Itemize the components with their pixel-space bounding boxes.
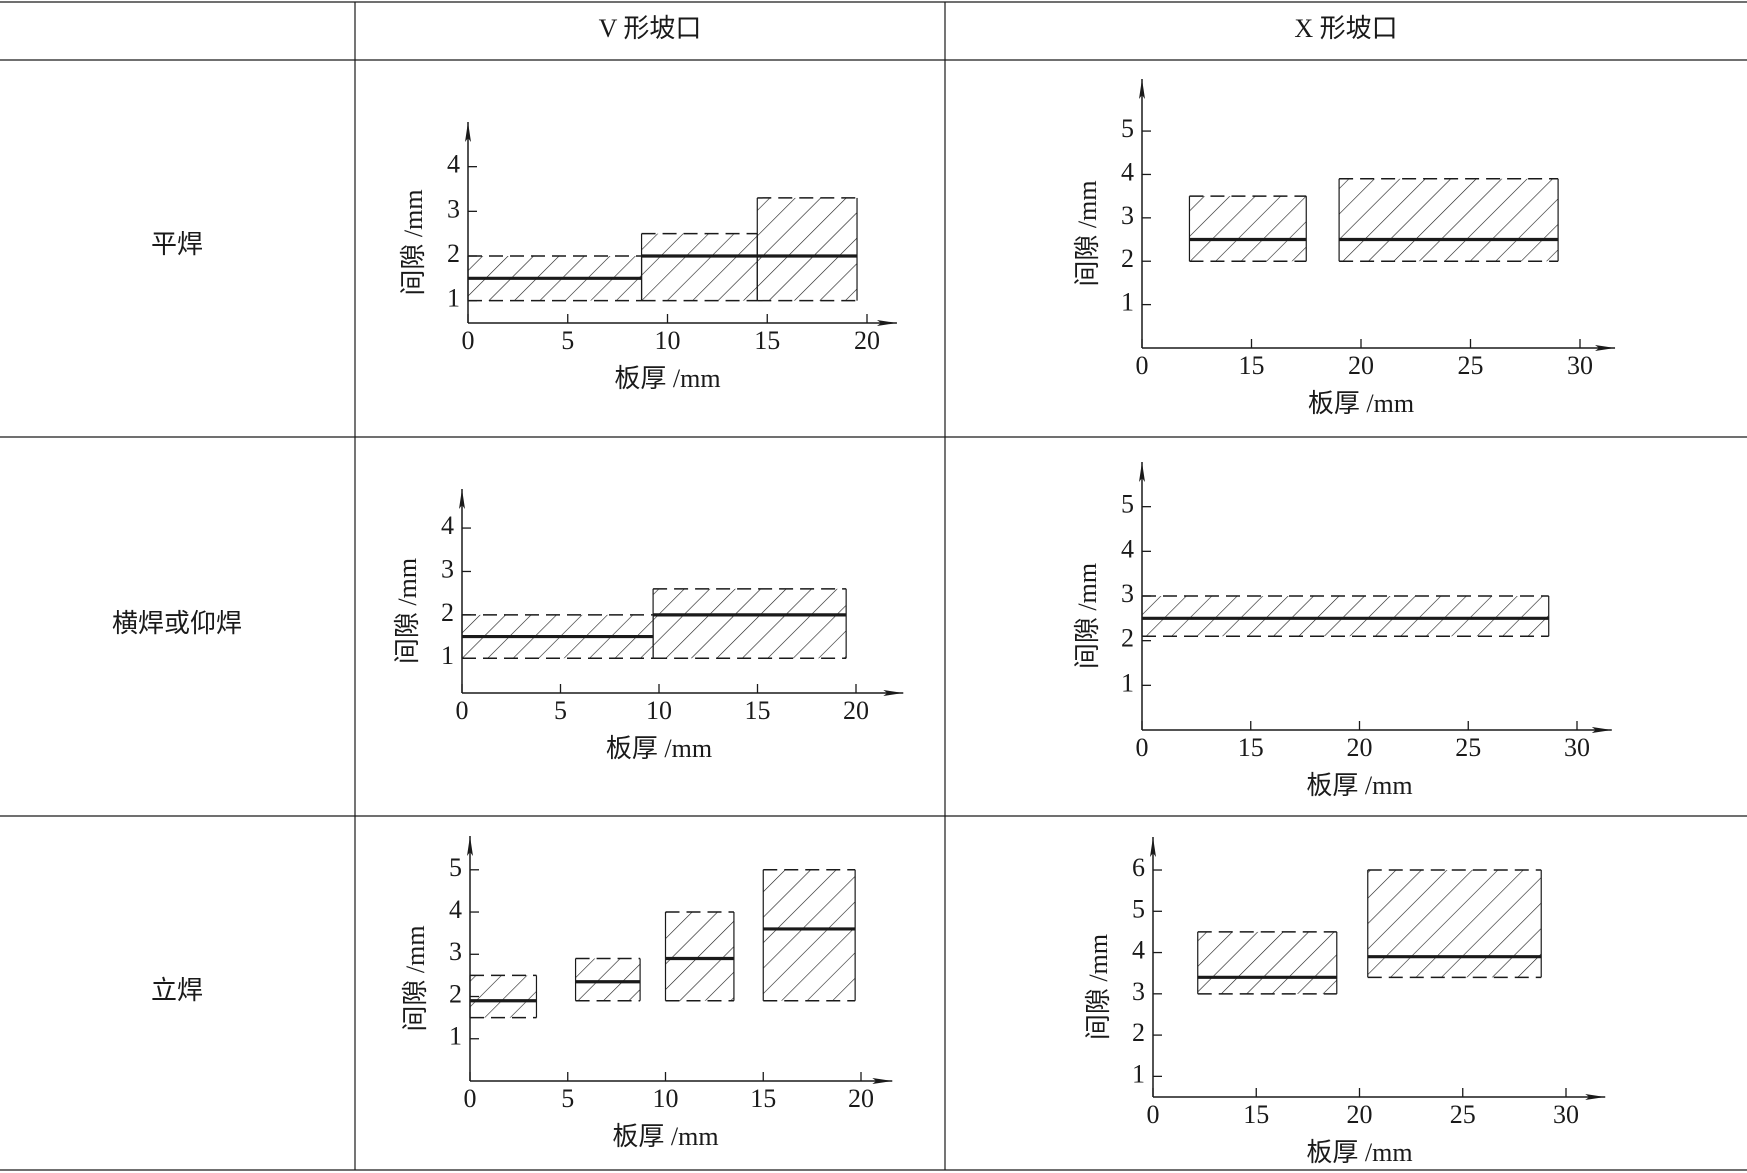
x-tick-label: 30 — [1564, 733, 1590, 762]
x-tick-label: 30 — [1553, 1100, 1579, 1129]
y-tick-label: 1 — [1121, 288, 1134, 317]
gap-range — [763, 869, 856, 1001]
gap-range — [665, 912, 734, 1001]
x-axis-label: 板厚 /mm — [614, 364, 720, 393]
row-header: 平焊 — [151, 230, 203, 259]
gap-range — [1197, 931, 1337, 994]
x-tick-label: 15 — [754, 326, 780, 355]
y-tick-label: 6 — [1132, 853, 1145, 882]
y-tick-label: 2 — [447, 239, 460, 268]
row-header: 立焊 — [151, 976, 203, 1005]
y-tick-label: 4 — [1132, 936, 1145, 965]
y-tick-label: 3 — [449, 937, 462, 966]
y-tick-label: 3 — [1121, 201, 1134, 230]
y-axis-label: 间隙 /mm — [1084, 934, 1113, 1040]
x-tick-label: 20 — [843, 696, 869, 725]
x-tick-label: 15 — [745, 696, 771, 725]
y-axis-label: 间隙 /mm — [401, 925, 430, 1031]
x-axis-label: 板厚 /mm — [1306, 1138, 1412, 1167]
x-tick-label: 20 — [1348, 351, 1374, 380]
gap-range — [575, 958, 641, 1001]
y-tick-label: 2 — [441, 598, 454, 627]
gap-range — [653, 588, 847, 659]
x-tick-label: 0 — [1136, 351, 1149, 380]
x-tick-label: 15 — [1238, 733, 1264, 762]
gap-range — [757, 197, 858, 301]
y-tick-label: 5 — [1132, 894, 1145, 923]
x-tick-label: 25 — [1458, 351, 1484, 380]
y-tick-label: 4 — [441, 511, 454, 540]
y-tick-label: 1 — [449, 1022, 462, 1051]
x-tick-label: 25 — [1455, 733, 1481, 762]
y-tick-label: 1 — [1121, 668, 1134, 697]
x-tick-label: 15 — [1239, 351, 1265, 380]
x-tick-label: 10 — [655, 326, 681, 355]
x-tick-label: 0 — [1147, 1100, 1160, 1129]
x-axis-label: 板厚 /mm — [612, 1122, 718, 1151]
y-tick-label: 2 — [449, 979, 462, 1008]
y-tick-label: 4 — [1121, 534, 1134, 563]
y-tick-label: 1 — [1132, 1059, 1145, 1088]
y-tick-label: 2 — [1121, 624, 1134, 653]
gap-range — [1339, 178, 1559, 262]
x-axis-label: 板厚 /mm — [606, 734, 712, 763]
y-axis-label: 间隙 /mm — [1073, 180, 1102, 286]
x-tick-label: 0 — [464, 1084, 477, 1113]
gap-range — [1189, 196, 1307, 262]
y-axis-label: 间隙 /mm — [393, 558, 422, 664]
y-tick-label: 5 — [449, 853, 462, 882]
x-tick-label: 30 — [1567, 351, 1593, 380]
x-tick-label: 5 — [554, 696, 567, 725]
y-axis-label: 间隙 /mm — [399, 189, 428, 295]
x-tick-label: 0 — [456, 696, 469, 725]
gap-range — [1142, 596, 1549, 637]
x-tick-label: 5 — [561, 1084, 574, 1113]
y-tick-label: 4 — [447, 150, 460, 179]
y-tick-label: 3 — [441, 554, 454, 583]
x-axis-label: 板厚 /mm — [1308, 389, 1414, 418]
y-tick-label: 4 — [1121, 157, 1134, 186]
gap-range — [470, 975, 537, 1018]
x-tick-label: 20 — [848, 1084, 874, 1113]
y-tick-label: 5 — [1121, 114, 1134, 143]
y-tick-label: 1 — [447, 284, 460, 313]
y-tick-label: 4 — [449, 895, 462, 924]
y-tick-label: 2 — [1121, 244, 1134, 273]
x-tick-label: 20 — [1347, 733, 1373, 762]
x-tick-label: 25 — [1450, 1100, 1476, 1129]
y-axis-label: 间隙 /mm — [1073, 563, 1102, 669]
column-header: V 形坡口 — [599, 14, 702, 43]
x-tick-label: 0 — [462, 326, 475, 355]
gap-range — [641, 233, 758, 301]
x-tick-label: 20 — [854, 326, 880, 355]
gap-range — [1367, 870, 1542, 978]
x-tick-label: 10 — [653, 1084, 679, 1113]
y-tick-label: 2 — [1132, 1018, 1145, 1047]
x-tick-label: 15 — [750, 1084, 776, 1113]
y-tick-label: 3 — [447, 194, 460, 223]
y-tick-label: 1 — [441, 641, 454, 670]
x-tick-label: 10 — [646, 696, 672, 725]
row-header: 横焊或仰焊 — [112, 609, 242, 638]
y-tick-label: 3 — [1132, 977, 1145, 1006]
x-tick-label: 20 — [1347, 1100, 1373, 1129]
x-axis-label: 板厚 /mm — [1306, 771, 1412, 800]
x-tick-label: 15 — [1243, 1100, 1269, 1129]
column-header: X 形坡口 — [1294, 14, 1397, 43]
y-tick-label: 3 — [1121, 579, 1134, 608]
x-tick-label: 0 — [1136, 733, 1149, 762]
x-tick-label: 5 — [561, 326, 574, 355]
y-tick-label: 5 — [1121, 490, 1134, 519]
